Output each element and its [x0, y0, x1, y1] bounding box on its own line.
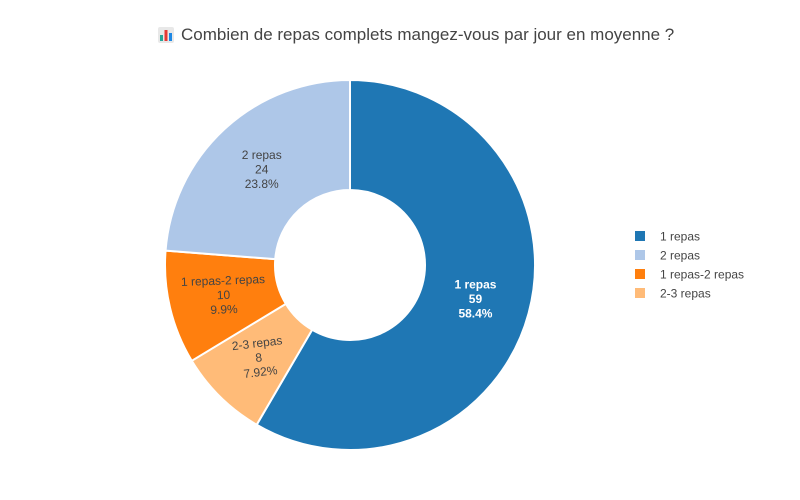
legend-swatch [635, 250, 645, 260]
legend: 1 repas 2 repas 1 repas-2 repas 2-3 repas [635, 230, 744, 301]
legend-label: 2 repas [660, 249, 700, 263]
chart-title: Combien de repas complets mangez-vous pa… [158, 25, 674, 44]
slice-label-1-repas: 1 repas 59 58.4% [454, 277, 496, 320]
slice-label-2-repas: 2 repas 24 23.8% [242, 148, 282, 191]
legend-item-1-repas[interactable]: 1 repas [635, 230, 700, 244]
legend-swatch [635, 269, 645, 279]
slice-2-repas[interactable] [164, 78, 351, 261]
legend-item-2-repas[interactable]: 2 repas [635, 249, 700, 263]
slice-1-repas[interactable] [255, 78, 536, 451]
legend-label: 2-3 repas [660, 287, 711, 301]
bar-chart-icon [158, 27, 174, 43]
legend-swatch [635, 288, 645, 298]
legend-swatch [635, 231, 645, 241]
slice-label-1-repas-2-repas: 1 repas-2 repas109.9% [181, 272, 266, 318]
pie-slices [164, 78, 536, 451]
slice-label-2-3-repas: 2-3 repas87.92% [231, 333, 286, 382]
slice-labels: 1 repas 59 58.4% 2-3 repas87.92% 1 repas-2 r… [181, 148, 497, 382]
legend-label: 1 repas-2 repas [660, 268, 744, 282]
legend-item-1-repas-2-repas[interactable]: 1 repas-2 repas [635, 268, 744, 282]
legend-item-2-3-repas[interactable]: 2-3 repas [635, 287, 711, 301]
chart-title-text: Combien de repas complets mangez-vous pa… [181, 25, 674, 44]
legend-label: 1 repas [660, 230, 700, 244]
